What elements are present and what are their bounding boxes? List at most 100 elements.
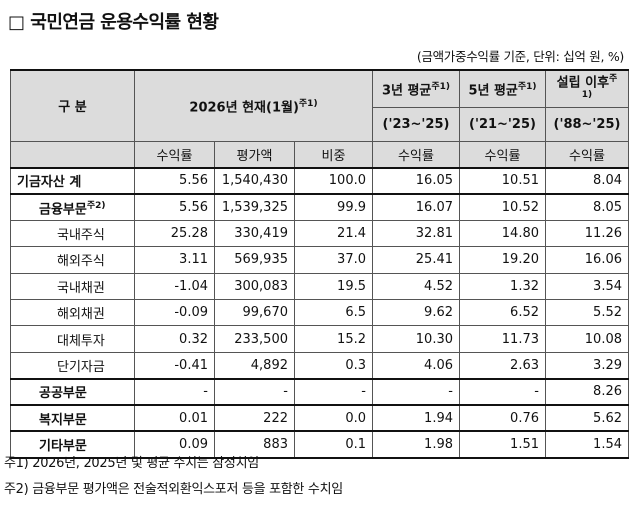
table-row: 단기자금 -0.41 4,892 0.3 4.06 2.63 3.29 [10,351,629,380]
table-row: 국내주식 25.28 330,419 21.4 32.81 14.80 11.26 [10,219,629,248]
value-cell: 330,419 [214,219,295,248]
value-cell: - [214,377,295,406]
value-cell: 1.98 [372,430,460,459]
value-cell: 1,540,430 [214,166,295,195]
subheader-cell: 수익률 [134,140,215,169]
value-cell: 0.0 [294,404,373,432]
value-cell: 9.62 [372,298,460,327]
table-row: 금융부문주2) 5.56 1,539,325 99.9 16.07 10.52 8.05 [10,192,629,221]
row-label: 국내채권 [10,272,135,301]
row-label: 대체투자 [10,325,135,353]
row-label: 복지부문 [10,404,135,432]
value-cell: 300,083 [214,272,295,301]
value-cell: 10.08 [545,325,629,353]
value-cell: 8.05 [545,192,629,221]
value-cell: 16.07 [372,192,460,221]
value-cell: 5.52 [545,298,629,327]
value-cell: 233,500 [214,325,295,353]
value-cell: 0.1 [294,430,373,459]
value-cell: 3.29 [545,351,629,380]
row-label: 금융부문주2) [10,192,135,221]
value-cell: 37.0 [294,246,373,274]
value-cell: 1.54 [545,430,629,459]
value-cell: 11.26 [545,219,629,248]
value-cell: -1.04 [134,272,215,301]
value-cell: 10.51 [459,166,546,195]
value-cell: 4.06 [372,351,460,380]
value-cell: - [372,377,460,406]
value-cell: 1.94 [372,404,460,432]
row-label: 기금자산 계 [10,166,135,195]
value-cell: 21.4 [294,219,373,248]
value-cell: 0.76 [459,404,546,432]
value-cell: 11.73 [459,325,546,353]
value-cell: 1.51 [459,430,546,459]
footnote-1: 주1) 2026년, 2025년 및 평균 수치는 잠정치임 [4,456,259,471]
value-cell: 3.54 [545,272,629,301]
table-row: 국내채권 -1.04 300,083 19.5 4.52 1.32 3.54 [10,272,629,301]
value-cell: 4,892 [214,351,295,380]
value-cell: 5.62 [545,404,629,432]
value-cell: 1,539,325 [214,192,295,221]
value-cell: 19.20 [459,246,546,274]
value-cell: 222 [214,404,295,432]
subheader-cell: 수익률 [372,140,460,169]
row-label: 단기자금 [10,351,135,380]
table-row: 해외채권 -0.09 99,670 6.5 9.62 6.52 5.52 [10,298,629,327]
row-label: 국내주식 [10,219,135,248]
value-cell: 0.3 [294,351,373,380]
table-row: 공공부문 - - - - -8.26 [10,377,629,406]
value-cell: 100.0 [294,166,373,195]
row-label: 해외주식 [10,246,135,274]
value-cell: -0.41 [134,351,215,380]
header-category: 구 분 [10,68,135,142]
value-cell: 25.41 [372,246,460,274]
value-cell: 16.05 [372,166,460,195]
value-cell: - [459,377,546,406]
unit-note: (금액가중수익률 기준, 단위: 십억 원, %) [416,49,624,64]
table-row: 기타부문 0.09 883 0.1 1.98 1.51 1.54 [10,430,629,459]
value-cell: 8.26 [545,377,629,406]
value-cell: 0.32 [134,325,215,353]
subheader-cell: 수익률 [545,140,629,169]
table-row: 복지부문 0.01 222 0.0 1.94 0.76 5.62 [10,404,629,432]
header-avg5: 5년 평균주1) [459,68,546,108]
table-row: 대체투자 0.32 233,500 15.2 10.30 11.73 10.08 [10,325,629,353]
table-row: 기금자산 계 5.56 1,540,430 100.0 16.05 10.51 8.04 [10,166,629,195]
value-cell: 10.52 [459,192,546,221]
value-cell: 6.52 [459,298,546,327]
page-title: □ 국민연금 운용수익률 현황 [8,12,219,33]
row-label: 공공부문 [10,377,135,406]
value-cell: 1.32 [459,272,546,301]
header-avg3: 3년 평균주1) [372,68,460,108]
value-cell: - [134,377,215,406]
value-cell: 0.01 [134,404,215,432]
footnote-2: 주2) 금융부문 평가액은 전술적외환익스포저 등을 포함한 수치임 [4,482,343,497]
header-since-period: ('88~'25) [545,106,629,142]
value-cell: 6.5 [294,298,373,327]
value-cell: 25.28 [134,219,215,248]
value-cell: 883 [214,430,295,459]
value-cell: 2.63 [459,351,546,380]
value-cell: 0.09 [134,430,215,459]
value-cell: 5.56 [134,192,215,221]
row-label: 기타부문 [10,430,135,459]
header-since: 설립 이후주1) [545,68,629,108]
subheader-cell: 비중 [294,140,373,169]
returns-table: 구 분 2026년 현재(1월)주1) 3년 평균주1) 5년 평균주1) 설립… [10,68,629,459]
value-cell: 4.52 [372,272,460,301]
row-label: 해외채권 [10,298,135,327]
value-cell: 15.2 [294,325,373,353]
header-blank [10,140,135,169]
table-row: 해외주식 3.11 569,935 37.0 25.41 19.20 16.06 [10,246,629,274]
value-cell: 99.9 [294,192,373,221]
value-cell: 19.5 [294,272,373,301]
value-cell: 10.30 [372,325,460,353]
value-cell: 569,935 [214,246,295,274]
value-cell: - [294,377,373,406]
header-current: 2026년 현재(1월)주1) [134,68,373,142]
value-cell: 32.81 [372,219,460,248]
header-avg3-period: ('23~'25) [372,106,460,142]
value-cell: 3.11 [134,246,215,274]
value-cell: 99,670 [214,298,295,327]
